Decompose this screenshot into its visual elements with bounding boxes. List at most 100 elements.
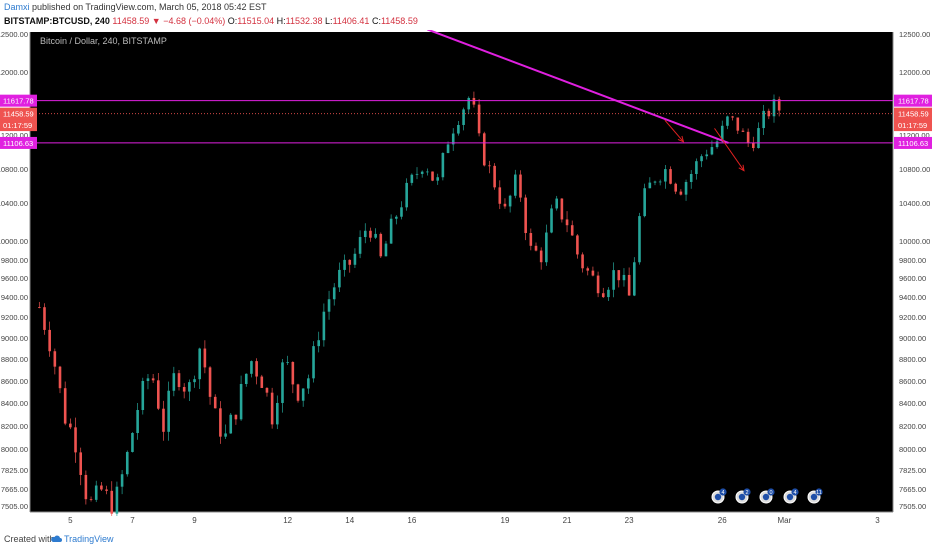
candle-body: [286, 361, 289, 363]
y-tick-label-right: 9200.00: [899, 313, 926, 322]
x-tick-label: 3: [875, 516, 880, 525]
candle-body: [395, 216, 398, 219]
candle-body: [695, 161, 698, 174]
price-tag-right: [894, 136, 932, 149]
candle-body: [100, 485, 103, 490]
candle-body: [131, 433, 134, 452]
price-change: −4.68 (−0.04%): [163, 16, 226, 26]
y-tick-label-left: 9000.00: [1, 334, 28, 343]
candle-body: [550, 208, 553, 233]
candle-body: [482, 133, 486, 166]
candle-body: [384, 243, 388, 257]
event-count-text: 4: [793, 490, 796, 496]
candle-body: [208, 367, 212, 397]
candle-body: [633, 262, 636, 296]
low-value: 11406.41: [332, 16, 370, 26]
candles: [38, 91, 781, 516]
arrow-head: [677, 135, 685, 143]
event-count-badge: [743, 488, 751, 496]
candle-body: [239, 383, 243, 420]
chart-title: Bitcoin / Dollar, 240, BITSTAMP: [40, 36, 167, 46]
candle-body: [369, 230, 372, 238]
event-count-text: 0: [769, 490, 772, 496]
candle-body: [265, 387, 269, 393]
candle-body: [446, 144, 450, 154]
price-tag-left: [0, 107, 37, 120]
candle-body: [260, 376, 264, 388]
y-tick-label-left: 7825.00: [1, 466, 28, 475]
candle-body: [560, 198, 564, 220]
x-tick-label: 12: [283, 516, 292, 525]
y-tick-label-right: 9600.00: [899, 274, 926, 283]
price-tag-right-text: 01:17:59: [898, 121, 927, 130]
open-label: O:: [227, 16, 238, 26]
publish-info: Damxi published on TradingView.com, Marc…: [4, 2, 267, 12]
candle-body: [684, 181, 688, 195]
y-tick-label-left: 10000.00: [0, 237, 28, 246]
candle-body: [250, 361, 253, 374]
y-tick-label-left: 12000.00: [0, 68, 28, 77]
candle-body: [555, 198, 558, 209]
event-count-badge: [719, 488, 727, 496]
candle-body: [229, 414, 233, 434]
candle-body: [700, 156, 703, 162]
author-link[interactable]: Damxi: [4, 2, 30, 12]
candle-body: [648, 182, 652, 189]
high-label: H:: [276, 16, 286, 26]
candle-body: [534, 245, 538, 251]
candle-body: [777, 99, 781, 111]
candle-body: [146, 378, 150, 381]
candle-body: [451, 133, 455, 145]
price-chart[interactable]: Bitcoin / Dollar, 240, BITSTAMP 12500.00 1…: [0, 30, 932, 530]
y-tick-label-right: 8200.00: [899, 422, 926, 431]
price-tag-right-text: 11458.59: [898, 110, 929, 119]
candle-body: [508, 195, 512, 207]
candle-body: [477, 104, 481, 134]
down-arrow-icon: ▼: [151, 16, 161, 26]
candle-body: [757, 128, 760, 149]
price-tag-left: [0, 94, 37, 107]
x-tick-label: 19: [501, 516, 510, 525]
price-tag-right-text: 11617.78: [898, 97, 929, 106]
candle-body: [157, 380, 160, 409]
y-tick-label-right: 9800.00: [899, 256, 926, 265]
candle-body: [581, 254, 584, 269]
high-value: 11532.38: [285, 16, 323, 26]
y-tick-label-left: 7505.00: [1, 502, 28, 511]
candle-body: [420, 171, 424, 174]
x-tick-label: 23: [625, 516, 634, 525]
candle-body: [348, 259, 352, 265]
candle-body: [720, 125, 724, 142]
x-tick-label: 7: [130, 516, 135, 525]
candle-body: [203, 348, 207, 368]
footer: Created with TradingView: [0, 530, 932, 550]
candle-body: [752, 142, 755, 149]
y-tick-label-left: 9800.00: [1, 256, 28, 265]
candle-body: [524, 197, 527, 234]
tradingview-brand-link[interactable]: TradingView: [64, 534, 114, 544]
candle-body: [188, 382, 191, 392]
candle-body: [358, 237, 362, 254]
candle-body: [586, 268, 590, 271]
candle-body: [436, 177, 440, 181]
candle-body: [43, 307, 46, 330]
y-tick-label-left: 9600.00: [1, 274, 28, 283]
candle-body: [374, 233, 377, 238]
candle-body: [343, 259, 346, 270]
candle-body: [400, 207, 403, 217]
event-count-text: 2: [745, 490, 748, 496]
event-count-badge: [767, 488, 775, 496]
candle-body: [710, 147, 714, 155]
candle-body: [488, 165, 491, 167]
y-tick-label-right: 7665.00: [899, 485, 926, 494]
candle-body: [705, 154, 709, 157]
candle-body: [426, 171, 429, 173]
candle-body: [405, 182, 408, 208]
y-tick-label-right: 8000.00: [899, 445, 926, 454]
price-tag-left: [0, 119, 37, 132]
ohlc-line: BITSTAMP:BTCUSD, 240 11458.59 ▼ −4.68 (−…: [4, 16, 418, 26]
y-tick-label-right: 8800.00: [899, 355, 926, 364]
candle-body: [363, 230, 367, 238]
created-with-label: Created with: [4, 534, 55, 544]
candle-body: [379, 233, 383, 257]
